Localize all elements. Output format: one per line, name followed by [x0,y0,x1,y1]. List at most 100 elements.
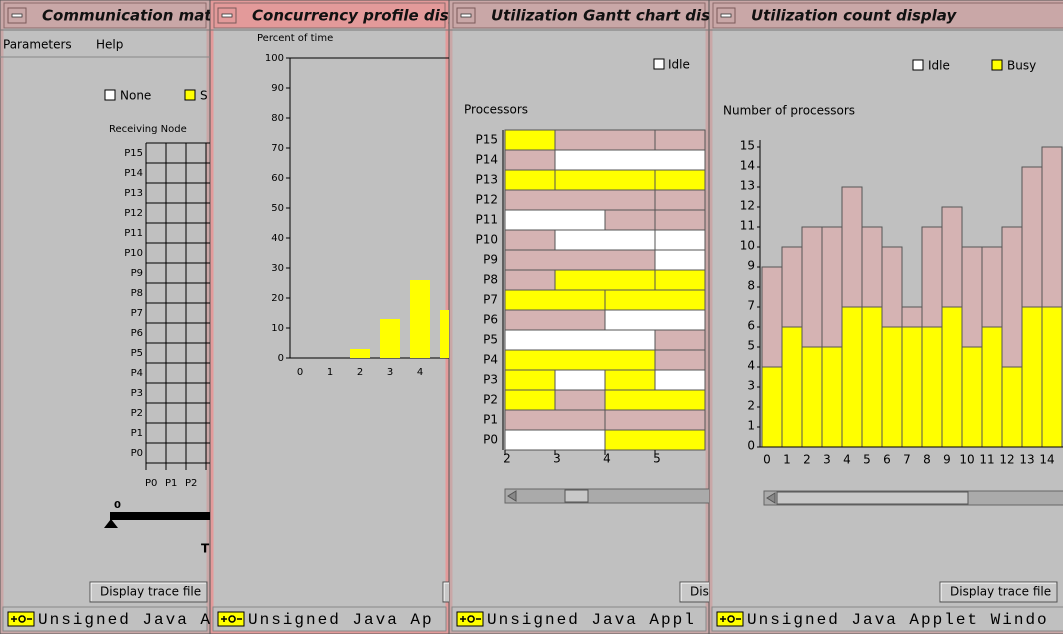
row-label: P6 [483,313,498,327]
legend-label: S [200,89,208,103]
row-label: P2 [131,408,143,419]
title-bar [712,2,1063,29]
status-text: Unsigned Java Ap [248,611,434,629]
button-bevel [680,582,709,601]
bar-segment [1021,306,1043,448]
bar-segment [941,206,963,308]
x-tick-label: 10 [959,453,974,467]
button-bevel [90,582,206,601]
bar-segment [841,186,863,308]
scroll-thumb[interactable] [564,489,589,503]
y-tick-label: 6 [747,319,755,333]
minimize-icon [460,13,472,18]
window: Communication matrix disp Unsigned Java A… [0,0,210,634]
button-bevel [443,582,449,601]
menu-item[interactable]: Parameters [3,38,72,52]
y-tick-label: 20 [271,293,284,304]
bar-segment [801,346,823,448]
bar-segment [1001,226,1023,368]
title-bar [452,2,706,29]
y-tick-label: 8 [747,279,755,293]
bar-segment [1021,166,1043,308]
bar-segment [921,326,943,448]
status-bar [711,606,1063,632]
row-label: P4 [131,368,143,379]
button-label: Display trace file [950,585,1051,599]
scroll-thumb[interactable] [776,491,969,505]
bar [350,349,370,358]
status-bar [2,606,208,632]
y-tick-label: 14 [740,159,755,173]
gantt-segment [654,229,706,251]
status-text: Unsigned Java Appl [487,611,696,629]
gantt-segment [604,409,706,431]
row-label: P1 [131,428,143,439]
gantt-segment [604,309,706,331]
row-label: P12 [475,193,498,207]
gantt-segment [654,269,706,291]
x-tick-label: 11 [979,453,994,467]
gantt-segment [504,149,556,171]
y-tick-label: 10 [271,323,284,334]
x-tick-label: 1 [327,367,333,378]
axis-label: Processors [464,103,528,117]
legend-label: Idle [668,58,690,72]
gantt-segment [604,389,706,411]
y-tick-label: 0 [747,439,755,453]
bar-segment [861,226,883,308]
gantt-segment [654,189,706,211]
scroll-arrow[interactable] [507,490,517,502]
legend-swatch [184,89,196,101]
menu-item[interactable]: Help [96,38,123,52]
x-tick-label: 14 [1039,453,1054,467]
bar-segment [1041,146,1063,308]
slider-thumb[interactable] [104,519,118,528]
gantt-segment [504,129,556,151]
window-title: Utilization count display [751,7,957,25]
gantt-segment [504,209,606,231]
button[interactable] [679,581,780,603]
legend-label: Idle [928,59,950,73]
status-icon-key [720,615,741,623]
bar-segment [781,246,803,328]
scrollbar[interactable] [504,488,715,504]
x-tick-label: 8 [923,453,931,467]
button[interactable] [89,581,208,603]
y-tick-label: 40 [271,233,284,244]
gantt-segment [504,369,556,391]
status-icon-key [11,615,32,623]
bar-segment [761,366,783,448]
bar-segment [941,306,963,448]
button[interactable] [939,581,1058,603]
y-tick-label: 30 [271,263,284,274]
row-label: P7 [483,293,498,307]
x-tick-label: 7 [903,453,911,467]
bar-segment [761,266,783,368]
gantt-segment [504,249,656,271]
y-tick-label: 5 [747,339,755,353]
row-label: P10 [475,233,498,247]
bar-segment [961,346,983,448]
gantt-segment [654,249,706,271]
gantt-segment [504,269,556,291]
x-tick-label: 3 [553,452,561,466]
gantt-segment [604,429,706,451]
bar-segment [881,326,903,448]
row-label: P11 [124,228,143,239]
button[interactable] [442,581,543,603]
bar-segment [901,326,923,448]
row-label: P13 [475,173,498,187]
column-label: P2 [185,478,197,489]
window-border [0,0,210,634]
minimize-icon [221,13,233,18]
bar-segment [921,226,943,328]
scroll-arrow[interactable] [766,492,776,504]
slider-track[interactable] [110,512,210,520]
bar-segment [961,246,983,348]
bar-segment [781,326,803,448]
minimize-icon [11,13,23,18]
bar-segment [901,306,923,328]
row-label: P5 [131,348,143,359]
status-icon [217,611,245,627]
window-frame [210,0,449,634]
